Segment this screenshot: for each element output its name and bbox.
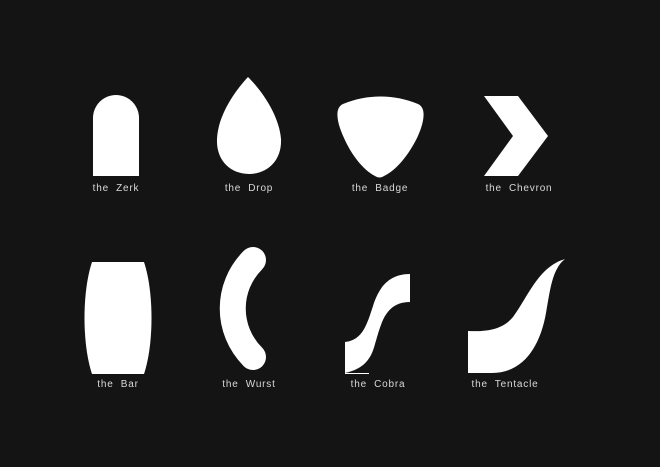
wurst-label: the Wurst <box>222 379 276 390</box>
tentacle-icon <box>468 259 565 373</box>
badge-label: the Badge <box>351 183 409 194</box>
tentacle-label: the Tentacle <box>471 379 539 390</box>
drop-icon <box>216 77 282 174</box>
chevron-icon <box>484 96 548 176</box>
wurst-icon <box>219 247 266 370</box>
cobra-label: the Cobra <box>350 379 406 390</box>
drop-label: the Drop <box>224 183 274 194</box>
badge-icon <box>337 96 424 178</box>
zerk-label: the Zerk <box>92 183 140 194</box>
bar-icon <box>84 262 152 374</box>
cobra-icon <box>345 274 410 374</box>
chevron-label: the Chevron <box>485 183 553 194</box>
zerk-icon <box>93 95 139 176</box>
bar-label: the Bar <box>97 379 139 390</box>
